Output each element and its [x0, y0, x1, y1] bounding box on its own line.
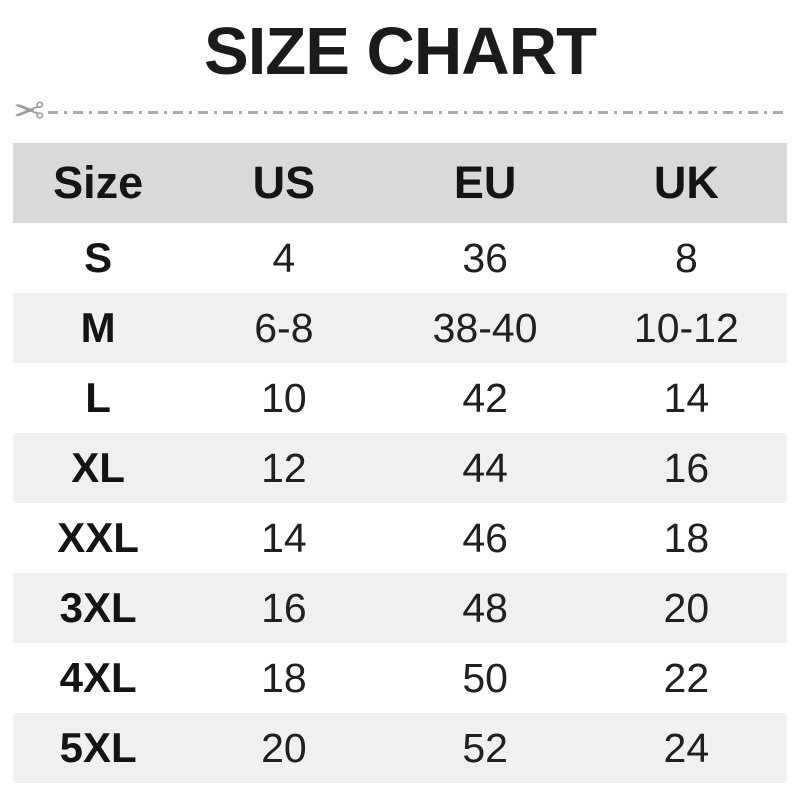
uk-value: 8 [674, 234, 698, 281]
size-label: 4XL [59, 654, 137, 702]
table-row-s: S 4 36 8 [13, 223, 787, 293]
uk-value: 22 [663, 654, 710, 701]
us-value: 12 [261, 444, 307, 491]
table-row-4xl: 4XL 18 50 22 [13, 643, 787, 713]
table-body: S 4 36 8 M 6-8 38-40 10-12 L 10 42 14 XL… [13, 223, 787, 784]
uk-value: 16 [663, 444, 710, 491]
table-row-l: L 10 42 14 [13, 363, 787, 433]
table-row-5xl: 5XL 20 52 24 [13, 713, 787, 784]
size-label: 3XL [59, 584, 137, 632]
size-label: M [80, 304, 116, 352]
size-conversion-table: Size US EU UK S 4 36 8 M 6-8 38-40 10-12… [13, 143, 787, 784]
table-row-xl: XL 12 44 16 [13, 433, 787, 504]
us-value: 20 [261, 724, 307, 771]
us-value: 18 [261, 654, 307, 701]
dashed-cut-rule [47, 110, 787, 114]
uk-value: 20 [663, 584, 710, 631]
column-header-eu: EU [453, 157, 517, 209]
column-header-us: US [252, 157, 316, 209]
column-header-size: Size [53, 157, 144, 209]
us-value: 14 [261, 514, 307, 561]
us-value: 6-8 [254, 304, 314, 351]
eu-value: 36 [462, 234, 508, 281]
table-row-xxl: XXL 14 46 18 [13, 503, 787, 573]
eu-value: 42 [462, 374, 508, 421]
eu-value: 48 [462, 584, 508, 631]
eu-value: 52 [462, 724, 508, 771]
scissors-icon: ✂ [13, 91, 45, 134]
us-value: 16 [261, 584, 307, 631]
uk-value: 18 [663, 514, 710, 561]
table-row-3xl: 3XL 16 48 20 [13, 573, 787, 644]
column-header-uk: UK [653, 157, 719, 209]
size-label: XXL [57, 514, 139, 562]
size-label: L [85, 374, 111, 422]
size-label: 5XL [59, 724, 137, 772]
eu-value: 44 [462, 444, 508, 491]
eu-value: 46 [462, 514, 508, 561]
table-header-row: Size US EU UK [13, 143, 787, 224]
uk-value: 14 [663, 374, 710, 421]
eu-value: 50 [462, 654, 508, 701]
cut-line: ✂ [13, 90, 787, 134]
us-value: 10 [261, 374, 307, 421]
us-value: 4 [272, 234, 296, 281]
uk-value: 24 [663, 724, 710, 771]
eu-value: 38-40 [432, 304, 538, 351]
uk-value: 10-12 [633, 304, 739, 351]
size-label: S [84, 234, 113, 282]
page-title: SIZE CHART [204, 14, 597, 89]
size-label: XL [71, 444, 125, 492]
table-row-m: M 6-8 38-40 10-12 [13, 293, 787, 364]
